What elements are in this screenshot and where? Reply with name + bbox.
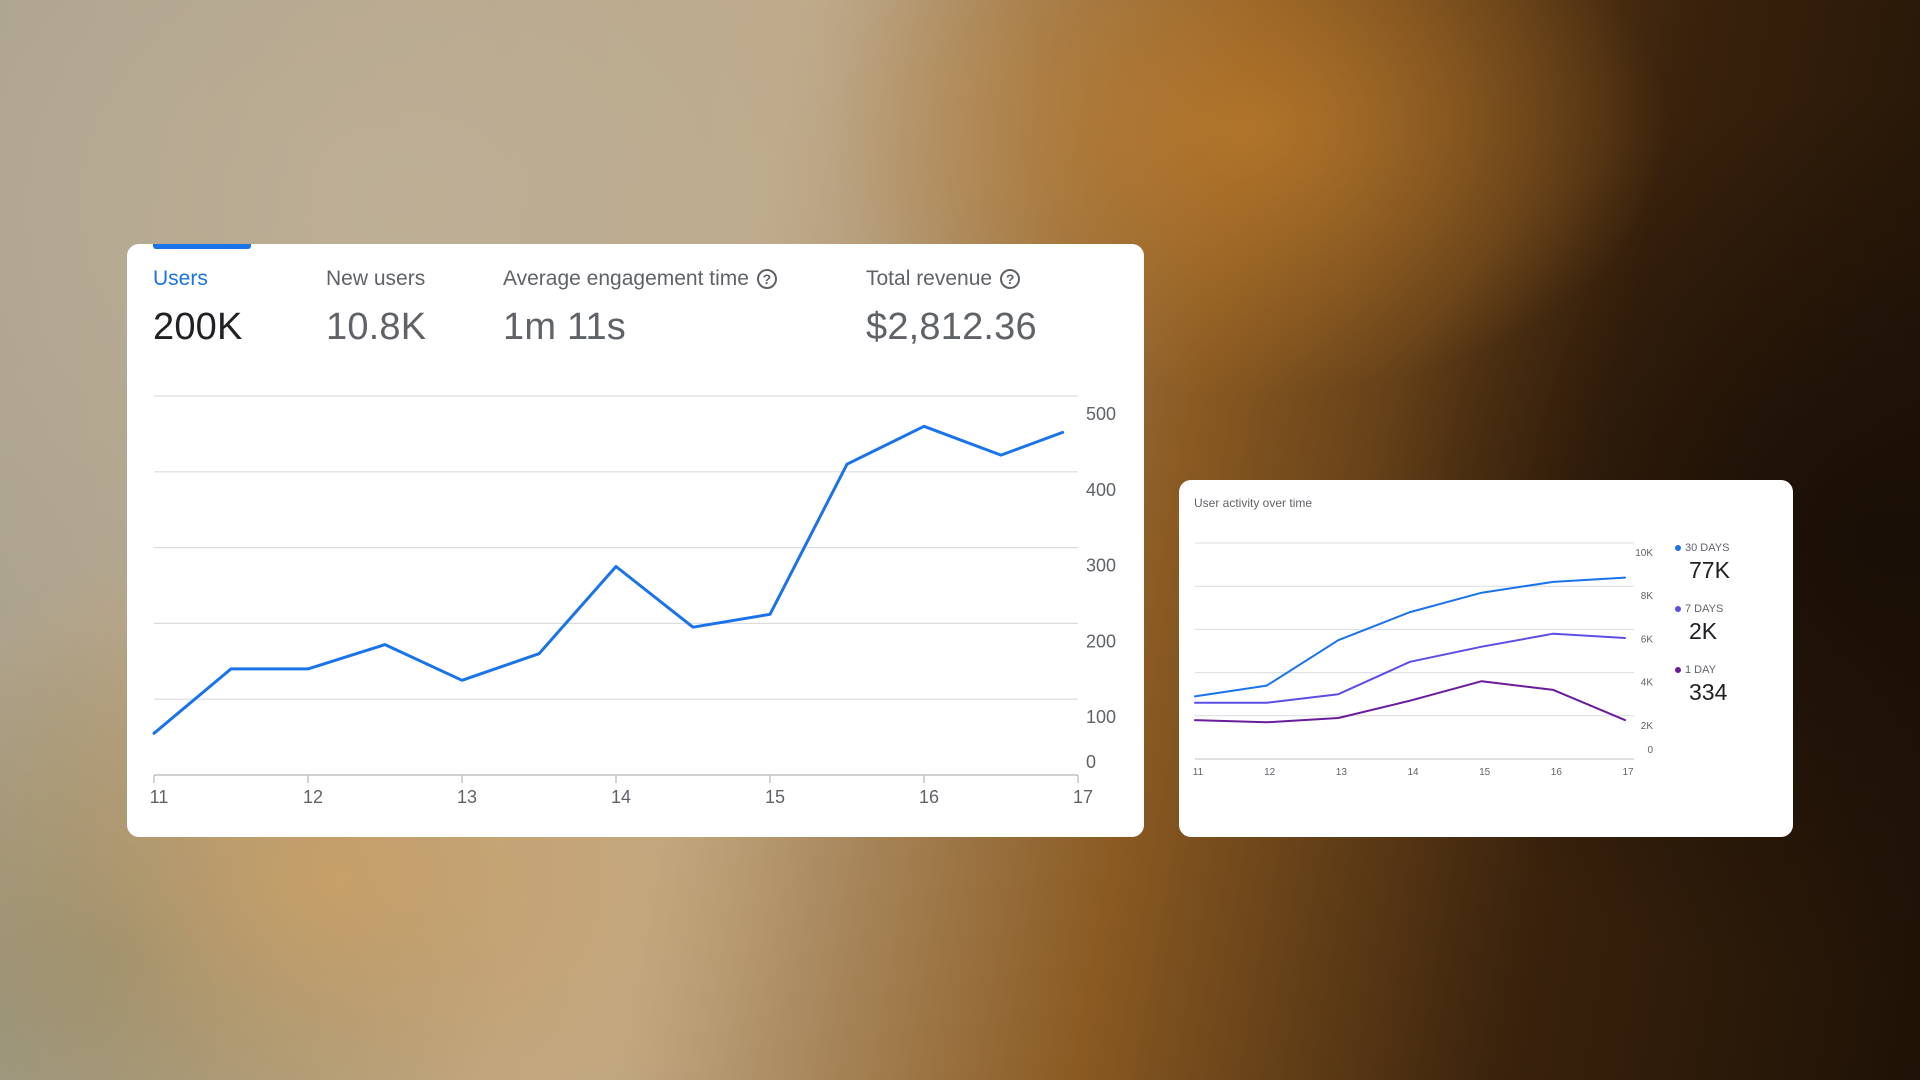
x-tick-label: 16 <box>919 787 939 807</box>
x-tick-label: 11 <box>150 787 169 807</box>
y-tick-label: 0 <box>1647 745 1653 756</box>
y-tick-label: 500 <box>1086 404 1116 424</box>
legend-item-30-days: 30 DAYS 77K <box>1675 542 1730 584</box>
metric-tab-users[interactable]: Users 200K <box>153 264 243 349</box>
legend-label: 7 DAYS <box>1675 603 1723 615</box>
x-tick-label: 12 <box>1264 767 1276 778</box>
y-tick-label: 0 <box>1086 752 1096 772</box>
active-tab-indicator <box>153 244 251 249</box>
metric-tab-new-users[interactable]: New users 10.8K <box>326 264 426 349</box>
users-overview-card: Users 200K New users 10.8K Average engag… <box>127 244 1144 837</box>
metric-label: Average engagement time ? <box>503 264 777 294</box>
x-tick-label: 14 <box>611 787 631 807</box>
metric-label-text: New users <box>326 267 426 290</box>
y-tick-label: 10K <box>1635 548 1653 559</box>
series-line <box>152 424 1065 735</box>
legend-label-text: 30 DAYS <box>1685 542 1730 554</box>
x-tick-label: 14 <box>1407 767 1419 778</box>
y-tick-label: 400 <box>1086 480 1116 500</box>
legend-label: 30 DAYS <box>1675 542 1730 554</box>
metric-label-text: Total revenue <box>866 267 993 290</box>
metric-tab-total-revenue[interactable]: Total revenue ? $2,812.36 <box>866 264 1037 349</box>
x-tick-label: 13 <box>457 787 477 807</box>
legend-dot <box>1675 545 1681 551</box>
y-tick-label: 6K <box>1641 634 1654 645</box>
legend-label-text: 7 DAYS <box>1685 603 1724 615</box>
y-tick-label: 8K <box>1641 591 1654 602</box>
metric-value: 1m 11s <box>503 306 626 348</box>
metric-tab-average-engagement-time[interactable]: Average engagement time ? 1m 11s <box>503 264 777 349</box>
metric-label-text: Users <box>153 267 208 290</box>
legend-dot <box>1675 606 1681 612</box>
metric-value: 200K <box>153 306 243 348</box>
metric-label: Total revenue ? <box>866 264 1037 294</box>
x-tick-label: 15 <box>1479 767 1491 778</box>
users-line-chart: 0 100 200 300 400 500 11 12 13 14 15 16 17 <box>150 395 1116 807</box>
metric-value: 10.8K <box>326 306 427 348</box>
x-tick-label: 15 <box>765 787 785 807</box>
y-tick-label: 2K <box>1641 721 1654 732</box>
y-tick-label: 4K <box>1641 678 1654 689</box>
x-tick-label: 17 <box>1622 767 1634 778</box>
y-tick-label: 300 <box>1086 556 1116 576</box>
series-line-1-day <box>1194 680 1626 724</box>
y-tick-label: 200 <box>1086 631 1116 651</box>
metric-label: Users <box>153 264 243 294</box>
metric-label-text: Average engagement time <box>503 267 749 290</box>
user-activity-line-chart: 0 2K 4K 6K 8K 10K 11 12 13 14 15 16 17 <box>1193 542 1654 778</box>
legend-dot <box>1675 667 1681 673</box>
x-tick-label: 16 <box>1551 767 1563 778</box>
series-line-30-days <box>1194 576 1626 698</box>
legend-item-7-days: 7 DAYS 2K <box>1675 603 1723 645</box>
metric-value: $2,812.36 <box>866 306 1037 348</box>
help-icon[interactable]: ? <box>756 269 777 289</box>
user-activity-card: User activity over time 0 2K 4K 6K 8K 10K 11 12… <box>1179 480 1793 837</box>
legend-value: 77K <box>1689 557 1730 583</box>
legend-value: 2K <box>1689 618 1718 644</box>
legend-item-1-day: 1 DAY 334 <box>1675 664 1727 706</box>
series-line-7-days <box>1194 632 1626 704</box>
chart-title: User activity over time <box>1194 496 1313 510</box>
help-icon[interactable]: ? <box>1000 269 1021 289</box>
metric-label: New users <box>326 264 426 294</box>
x-tick-label: 13 <box>1336 767 1348 778</box>
x-tick-label: 17 <box>1073 787 1093 807</box>
y-tick-label: 100 <box>1086 707 1116 727</box>
x-tick-label: 12 <box>303 787 323 807</box>
legend-label: 1 DAY <box>1675 664 1727 676</box>
legend-label-text: 1 DAY <box>1685 664 1716 676</box>
x-tick-label: 11 <box>1193 767 1204 778</box>
legend-value: 334 <box>1689 679 1728 705</box>
